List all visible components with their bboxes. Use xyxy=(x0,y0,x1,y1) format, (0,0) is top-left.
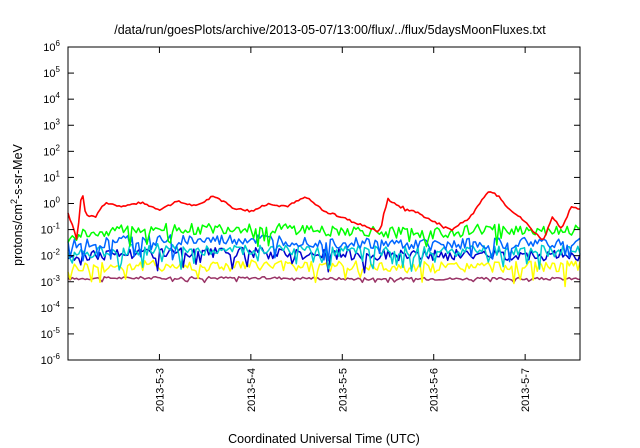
y-tick-label: 102 xyxy=(43,143,60,158)
x-tick-label: 2013-5-5 xyxy=(337,368,349,412)
x-axis: 2013-5-3 2013-5-4 2013-5-5 2013-5-6 2013-5-7 xyxy=(154,47,532,412)
x-axis-title: Coordinated Universal Time (UTC) xyxy=(228,432,420,446)
svg-text:protons/cm2-s-sr-MeV: protons/cm2-s-sr-MeV xyxy=(9,143,25,265)
y-tick-label: 106 xyxy=(43,39,60,54)
y-tick-label: 10-6 xyxy=(41,352,61,367)
y-tick-label: 101 xyxy=(43,169,60,184)
series-layer xyxy=(67,191,581,288)
y-tick-label: 105 xyxy=(43,65,60,80)
x-tick-label: 2013-5-4 xyxy=(246,368,258,412)
series-line xyxy=(67,222,581,248)
x-tick-label: 2013-5-3 xyxy=(154,368,166,412)
chart-title: /data/run/goesPlots/archive/2013-05-07/1… xyxy=(114,23,546,37)
series-line xyxy=(67,191,581,241)
y-tick-label: 103 xyxy=(43,117,60,132)
y-tick-label: 100 xyxy=(43,196,60,211)
series-line xyxy=(67,246,581,274)
y-tick-label: 10-5 xyxy=(41,326,61,341)
series-line xyxy=(67,234,581,263)
plot-frame xyxy=(67,46,581,361)
series-line xyxy=(67,259,581,288)
y-tick-label: 10-2 xyxy=(41,248,61,263)
x-tick-label: 2013-5-6 xyxy=(429,368,441,412)
x-tick-label: 2013-5-7 xyxy=(520,368,532,412)
y-axis-title: protons/cm2-s-sr-MeV xyxy=(9,143,25,265)
y-tick-label: 104 xyxy=(43,91,60,106)
series-line xyxy=(67,275,581,284)
y-tick-label: 10-1 xyxy=(41,222,61,237)
y-axis: 10-6 10-5 10-4 10-3 10-2 10-1 100 101 102 103 104 1… xyxy=(41,39,580,367)
y-tick-label: 10-3 xyxy=(41,274,61,289)
y-tick-label: 10-4 xyxy=(41,300,61,315)
